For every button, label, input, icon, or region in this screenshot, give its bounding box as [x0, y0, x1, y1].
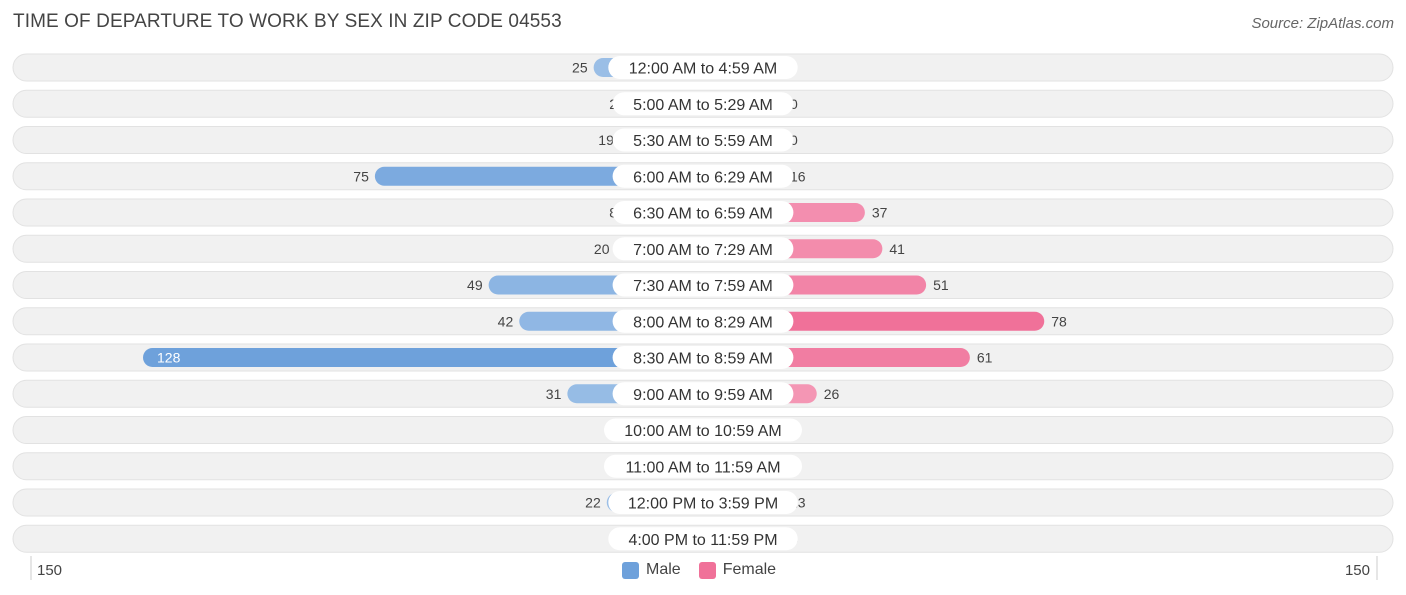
legend-swatch-male: [622, 561, 639, 579]
category-label: 7:30 AM to 7:59 AM: [633, 278, 773, 295]
axis-right-label: 150: [1344, 562, 1370, 579]
male-value-label: 22: [585, 495, 601, 511]
female-value-label: 26: [824, 386, 840, 402]
legend-label-female: Female: [722, 561, 777, 578]
category-pill: [608, 491, 798, 514]
category-pill: [604, 418, 802, 442]
category-label: 5:30 AM to 5:59 AM: [633, 133, 773, 150]
male-value-label: 42: [498, 313, 514, 329]
legend-item-female: Female: [698, 561, 777, 579]
category-pill: [608, 527, 798, 551]
category-label: 5:00 AM to 5:29 AM: [633, 97, 773, 114]
category-label: 9:00 AM to 9:59 AM: [633, 387, 773, 404]
category-label: 7:00 AM to 7:29 AM: [633, 242, 773, 259]
category-pill: [612, 346, 794, 369]
category-pill: [608, 56, 798, 79]
female-value-label: 51: [933, 277, 949, 293]
category-label: 10:00 AM to 10:59 AM: [624, 423, 781, 440]
category-pill: [612, 237, 794, 261]
female-value-label: 37: [872, 205, 888, 221]
male-value-label: 49: [467, 277, 483, 293]
male-value-label: 75: [353, 168, 369, 184]
category-label: 11:00 AM to 11:59 AM: [625, 459, 780, 476]
category-pill: [612, 309, 794, 333]
source-label: Source: ZipAtlas.com: [1251, 15, 1394, 32]
legend-swatch-female: [698, 561, 716, 579]
category-pill: [612, 164, 794, 188]
female-value-label: 41: [889, 241, 905, 257]
category-label: 4:00 PM to 11:59 PM: [628, 532, 777, 549]
male-value-label: 31: [546, 386, 562, 402]
category-label: 8:00 AM to 8:29 AM: [633, 314, 773, 331]
category-pill: [612, 128, 794, 152]
legend-item-male: Male: [622, 561, 681, 579]
category-pill: [612, 201, 794, 224]
female-value-label: 0: [790, 96, 798, 112]
male-value-label: 19: [598, 132, 614, 148]
category-label: 8:30 AM to 8:59 AM: [633, 351, 773, 368]
category-label: 12:00 AM to 4:59 AM: [629, 61, 778, 78]
chart-title: TIME OF DEPARTURE TO WORK BY SEX IN ZIP …: [13, 11, 562, 32]
female-value-label: 78: [1051, 313, 1067, 329]
category-label: 12:00 PM to 3:59 PM: [628, 496, 778, 513]
female-value-label: 0: [790, 132, 798, 148]
female-value-label: 61: [977, 350, 993, 366]
female-value-label: 16: [790, 168, 806, 184]
category-label: 6:30 AM to 6:59 AM: [633, 206, 773, 223]
category-pill: [612, 92, 794, 116]
category-label: 6:00 AM to 6:29 AM: [633, 169, 773, 186]
male-bar: [143, 348, 703, 367]
male-value-label: 128: [157, 350, 181, 366]
category-pill: [604, 454, 802, 478]
category-pill: [612, 382, 794, 406]
male-value-label: 25: [572, 60, 588, 76]
legend-label-male: Male: [646, 561, 681, 578]
legend: Male Female: [622, 561, 794, 579]
category-pill: [612, 273, 794, 297]
male-value-label: 20: [594, 241, 610, 257]
axis-left-label: 150: [37, 562, 63, 579]
